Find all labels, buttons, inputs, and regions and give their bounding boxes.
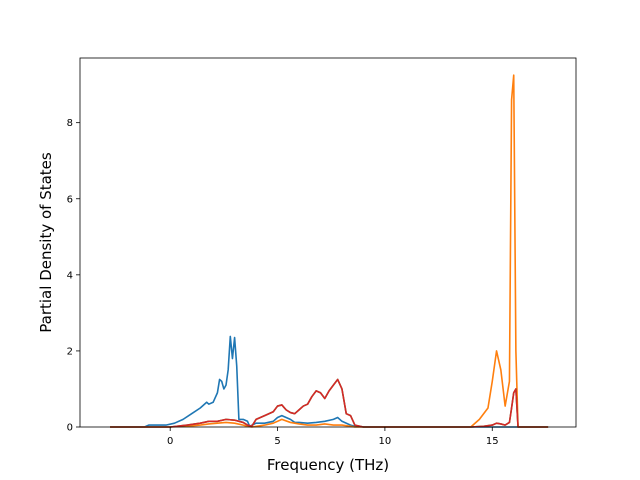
y-tick-label: 0 bbox=[67, 423, 73, 434]
y-tick-label: 2 bbox=[67, 346, 73, 357]
series-line-4 bbox=[110, 378, 549, 428]
y-tick-label: 8 bbox=[67, 118, 73, 129]
x-tick-label: 15 bbox=[486, 436, 499, 447]
x-tick-label: 5 bbox=[274, 436, 280, 447]
x-tick-label: 0 bbox=[167, 436, 173, 447]
x-axis: 0 5 10 15 bbox=[167, 427, 499, 447]
y-axis: 0 2 4 6 8 bbox=[67, 118, 80, 434]
plot-frame bbox=[79, 57, 577, 428]
y-axis-label: Partial Density of States bbox=[37, 152, 55, 333]
x-axis-label: Frequency (THz) bbox=[267, 456, 389, 474]
series-line-2 bbox=[110, 74, 549, 428]
x-tick-label: 10 bbox=[379, 436, 392, 447]
y-tick-label: 4 bbox=[67, 270, 73, 281]
y-tick-label: 6 bbox=[67, 194, 73, 205]
